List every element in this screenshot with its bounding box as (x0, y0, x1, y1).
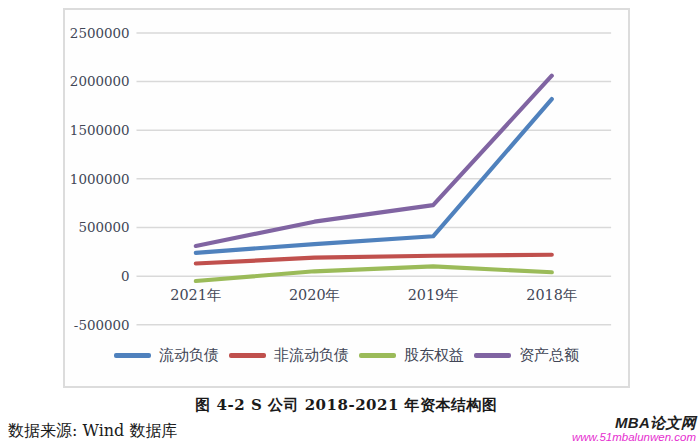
legend-label: 资产总额 (519, 348, 579, 363)
legend-swatch (229, 353, 266, 358)
line-chart-plot: 2500000 2000000 1500000 1000000 500000 0 -5000… (65, 10, 628, 386)
legend-label: 流动负债 (159, 348, 219, 363)
legend-item: 非流动负债 (229, 348, 349, 363)
series-line (196, 266, 552, 281)
page: 2500000 2000000 1500000 1000000 500000 0 -5000… (0, 0, 700, 447)
x-axis-tick-label: 2020年 (289, 287, 340, 303)
watermark-site-name: MBA论文网 (572, 414, 696, 431)
site-watermark: MBA论文网 www.51mbalunwen.com (572, 414, 696, 444)
watermark-site-url[interactable]: www.51mbalunwen.com (572, 431, 696, 444)
y-axis-tick-label: -500000 (74, 318, 130, 333)
legend-swatch (474, 353, 511, 358)
chart-caption: 图 4-2 S 公司 2018-2021 年资本结构图 (63, 396, 630, 415)
legend-swatch (359, 353, 396, 358)
x-axis-tick-label: 2021年 (170, 287, 221, 303)
x-axis-tick-label: 2018年 (526, 287, 577, 303)
legend-item: 资产总额 (474, 348, 579, 363)
legend-swatch (114, 353, 151, 358)
x-axis-tick-label: 2019年 (408, 287, 459, 303)
legend-label: 非流动负债 (274, 348, 349, 363)
series-line (196, 255, 552, 264)
y-axis-tick-label: 2500000 (70, 26, 130, 41)
legend-item: 流动负债 (114, 348, 219, 363)
y-axis-tick-label: 1000000 (70, 172, 130, 187)
capital-structure-line-chart: 2500000 2000000 1500000 1000000 500000 0 -5000… (63, 8, 630, 388)
y-axis-tick-label: 500000 (78, 220, 129, 235)
y-axis-tick-label: 0 (121, 269, 130, 284)
legend-label: 股东权益 (404, 348, 464, 363)
series-line (196, 99, 552, 253)
y-axis-tick-label: 2000000 (70, 75, 130, 90)
legend-item: 股东权益 (359, 348, 464, 363)
chart-legend: 流动负债 非流动负债 股东权益 资产总额 (65, 348, 628, 363)
data-source-note: 数据来源: Wind 数据库 (8, 421, 177, 442)
y-axis-tick-label: 1500000 (70, 123, 130, 138)
